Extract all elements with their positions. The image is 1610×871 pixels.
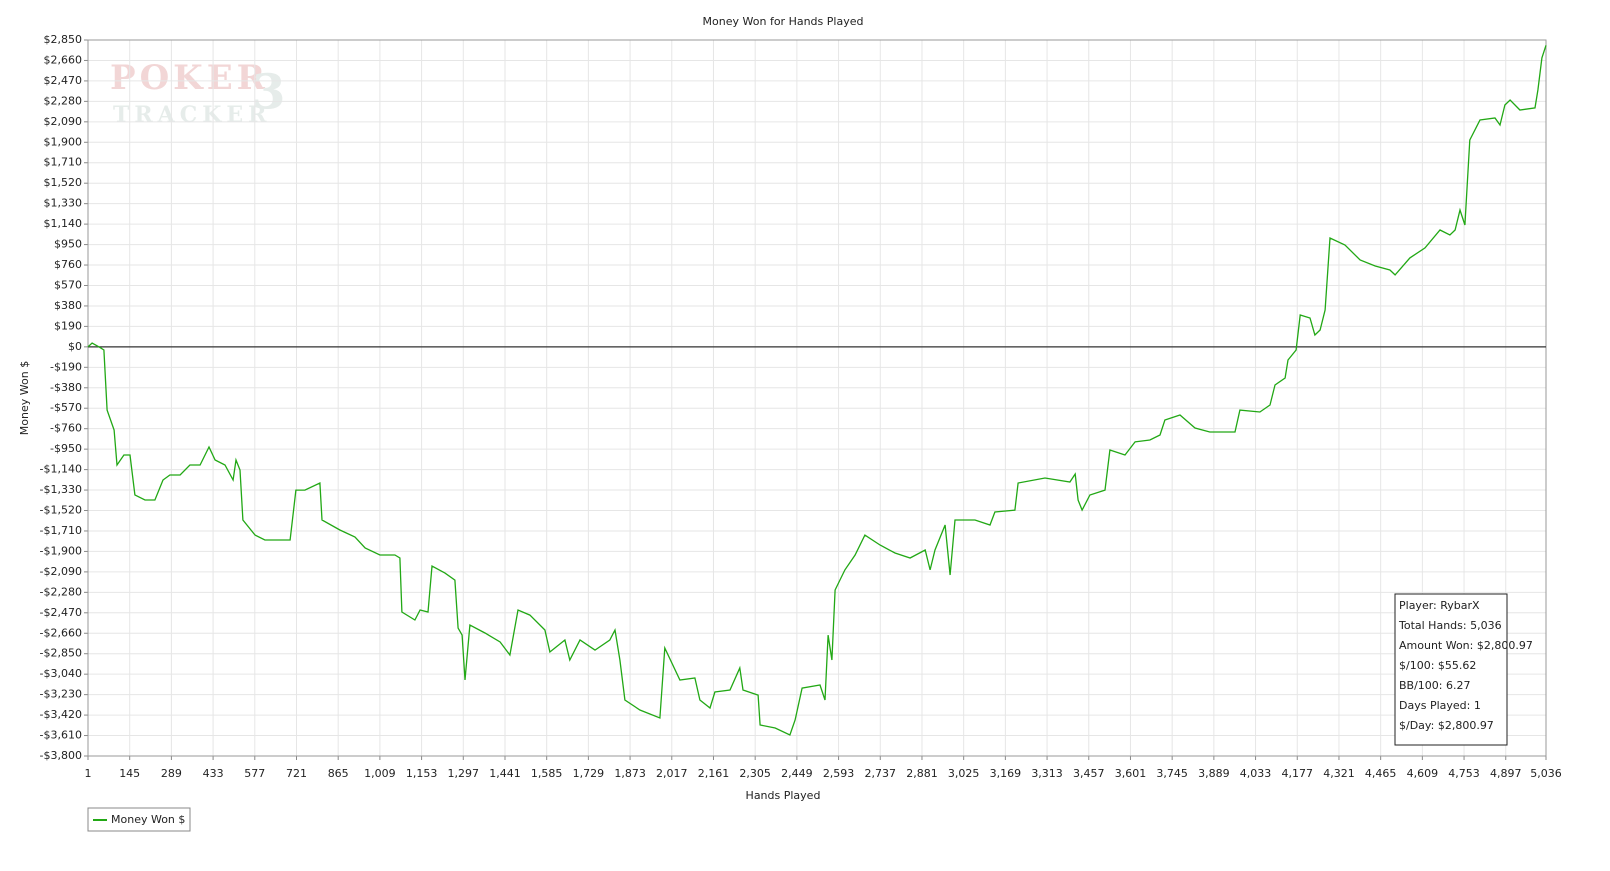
- x-tick-label: 4,321: [1323, 767, 1355, 780]
- x-tick-label: 433: [203, 767, 224, 780]
- x-tick-label: 1,153: [406, 767, 438, 780]
- x-tick-label: 1,441: [489, 767, 521, 780]
- watermark: 3: [252, 65, 285, 121]
- x-tick-label: 2,737: [865, 767, 897, 780]
- line-series: [87, 45, 1547, 736]
- x-tick-label: 5,036: [1530, 767, 1562, 780]
- x-tick-label: 3,169: [990, 767, 1022, 780]
- y-tick-label: $2,660: [44, 53, 83, 66]
- stats-text: Days Played: 1: [1399, 699, 1481, 712]
- x-tick-label: 1: [85, 767, 92, 780]
- y-tick-label: -$1,330: [40, 483, 82, 496]
- y-tick-label: -$950: [50, 442, 82, 455]
- y-tick-label: $950: [54, 238, 82, 251]
- stats-text: Amount Won: $2,800.97: [1399, 639, 1533, 652]
- y-tick-label: -$3,230: [40, 688, 82, 701]
- x-tick-label: 2,881: [906, 767, 938, 780]
- y-tick-label: -$3,420: [40, 708, 82, 721]
- y-tick-label: -$3,610: [40, 729, 82, 742]
- y-tick-label: -$760: [50, 422, 82, 435]
- stats-box: [1394, 593, 1508, 746]
- x-tick-label: 3,889: [1198, 767, 1230, 780]
- chart-title: Money Won for Hands Played: [703, 15, 864, 28]
- x-tick-label: 4,753: [1448, 767, 1480, 780]
- stats-text: Player: RybarX: [1399, 599, 1480, 612]
- y-tick-label: -$1,900: [40, 544, 82, 557]
- y-tick-label: $1,520: [44, 176, 83, 189]
- y-tick-label: -$2,090: [40, 565, 82, 578]
- y-tick-label: $1,710: [44, 156, 83, 169]
- x-tick-label: 4,465: [1365, 767, 1397, 780]
- y-tick-label: -$570: [50, 401, 82, 414]
- watermark: POKER: [110, 58, 269, 98]
- x-tick-label: 2,449: [781, 767, 813, 780]
- x-tick-label: 1,585: [531, 767, 563, 780]
- y-tick-label: -$1,520: [40, 504, 82, 517]
- x-tick-label: 1,297: [448, 767, 480, 780]
- x-axis-label: Hands Played: [746, 789, 821, 802]
- y-tick-label: -$2,850: [40, 647, 82, 660]
- y-tick-label: $1,900: [44, 135, 83, 148]
- legend-label: Money Won $: [111, 813, 185, 826]
- x-tick-label: 3,313: [1031, 767, 1063, 780]
- y-tick-label: $1,140: [44, 217, 83, 230]
- x-tick-label: 721: [286, 767, 307, 780]
- x-tick-label: 3,745: [1156, 767, 1188, 780]
- x-tick-label: 3,025: [948, 767, 980, 780]
- y-tick-label: -$190: [50, 360, 82, 373]
- x-tick-label: 4,033: [1240, 767, 1272, 780]
- watermark: TRACKER: [113, 102, 271, 128]
- stats-text: $/100: $55.62: [1399, 659, 1476, 672]
- y-tick-label: -$380: [50, 381, 82, 394]
- x-tick-label: 2,305: [739, 767, 771, 780]
- y-tick-label: $2,850: [44, 33, 83, 46]
- x-tick-label: 2,017: [656, 767, 688, 780]
- y-tick-label: -$1,140: [40, 463, 82, 476]
- y-tick-label: -$2,660: [40, 626, 82, 639]
- x-tick-label: 3,457: [1073, 767, 1105, 780]
- y-tick-label: -$3,800: [40, 749, 82, 762]
- x-tick-label: 4,177: [1282, 767, 1314, 780]
- plot-frame: [87, 39, 1547, 757]
- y-tick-label: $380: [54, 299, 82, 312]
- x-tick-label: 2,161: [698, 767, 730, 780]
- x-tick-label: 1,009: [364, 767, 396, 780]
- stats-text: BB/100: 6.27: [1399, 679, 1471, 692]
- x-tick-label: 865: [328, 767, 349, 780]
- y-tick-label: -$2,280: [40, 585, 82, 598]
- x-tick-label: 1,729: [573, 767, 605, 780]
- x-tick-label: 145: [119, 767, 140, 780]
- y-tick-label: $2,470: [44, 74, 83, 87]
- x-tick-label: 4,897: [1490, 767, 1522, 780]
- y-tick-label: -$3,040: [40, 667, 82, 680]
- stats-text: $/Day: $2,800.97: [1399, 719, 1494, 732]
- y-tick-label: -$2,470: [40, 606, 82, 619]
- x-tick-label: 577: [244, 767, 265, 780]
- y-axis-label: Money Won $: [18, 361, 31, 435]
- y-tick-label: $2,090: [44, 115, 83, 128]
- y-tick-label: $760: [54, 258, 82, 271]
- x-tick-label: 3,601: [1115, 767, 1147, 780]
- y-tick-label: $0: [68, 340, 82, 353]
- x-tick-label: 4,609: [1407, 767, 1439, 780]
- x-tick-label: 289: [161, 767, 182, 780]
- y-tick-label: $1,330: [44, 197, 83, 210]
- y-tick-label: $570: [54, 278, 82, 291]
- y-tick-label: $190: [54, 319, 82, 332]
- legend-box: [87, 807, 191, 832]
- y-tick-label: $2,280: [44, 94, 83, 107]
- x-tick-label: 2,593: [823, 767, 855, 780]
- stats-text: Total Hands: 5,036: [1398, 619, 1502, 632]
- x-tick-label: 1,873: [614, 767, 646, 780]
- y-tick-label: -$1,710: [40, 524, 82, 537]
